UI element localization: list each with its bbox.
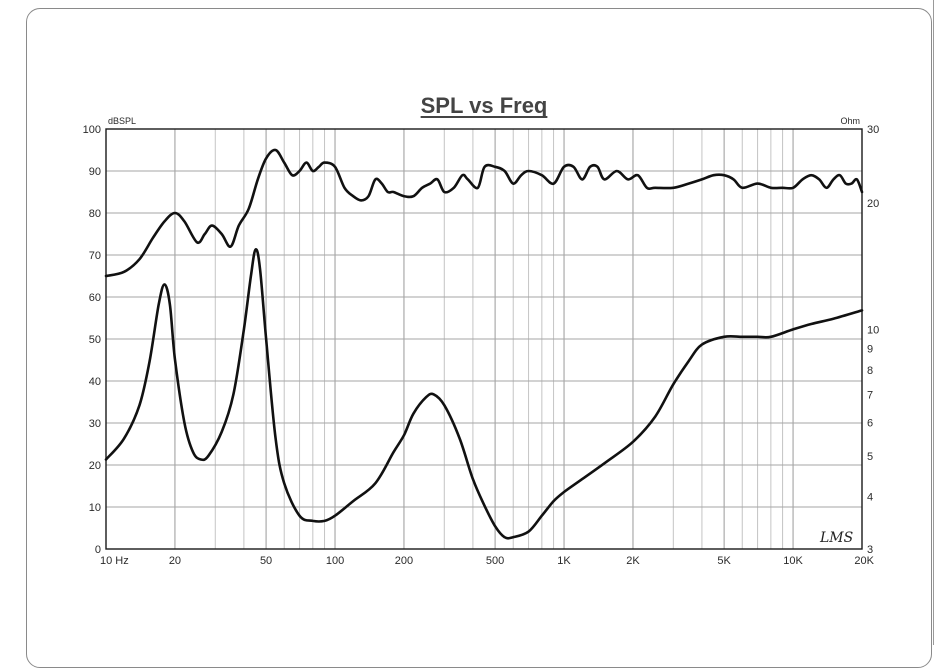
lms-signature: LMS — [819, 530, 853, 546]
x-tick-label: 1K — [557, 555, 571, 567]
x-tick-label: 10K — [783, 555, 803, 567]
chart-title: SPL vs Freq — [421, 93, 548, 118]
right-y-tick-label: 10 — [867, 324, 879, 336]
left-y-tick-label: 50 — [89, 334, 101, 346]
right-y-tick-label: 6 — [867, 418, 873, 430]
x-tick-label: 2K — [626, 555, 640, 567]
x-tick-label: 200 — [395, 555, 413, 567]
right-y-tick-label: 8 — [867, 365, 873, 377]
window-edge — [933, 0, 934, 645]
left-y-tick-label: 20 — [89, 460, 101, 472]
left-axis-unit: dBSPL — [108, 116, 136, 126]
left-y-tick-label: 10 — [89, 502, 101, 514]
x-tick-label: 10 Hz — [100, 555, 129, 567]
left-y-tick-label: 0 — [95, 544, 101, 556]
right-y-tick-label: 9 — [867, 344, 873, 356]
right-y-tick-label: 20 — [867, 198, 879, 210]
x-tick-label: 500 — [486, 555, 504, 567]
right-y-tick-label: 5 — [867, 451, 873, 463]
left-y-tick-label: 70 — [89, 250, 101, 262]
x-tick-label: 20K — [854, 555, 874, 567]
right-y-tick-label: 3 — [867, 544, 873, 556]
left-y-tick-label: 40 — [89, 376, 101, 388]
grid — [105, 128, 863, 550]
x-tick-label: 20 — [169, 555, 181, 567]
right-axis-unit: Ohm — [840, 116, 860, 126]
left-y-tick-label: 90 — [89, 166, 101, 178]
left-y-tick-label: 60 — [89, 292, 101, 304]
spl-curve — [104, 148, 864, 278]
tick-labels: 10 Hz 20 50 100 200 500 1K 2K 5K 10K 20K 0 10 20 30 40 5… — [83, 124, 880, 567]
x-tick-label: 50 — [260, 555, 272, 567]
right-y-tick-label: 4 — [867, 492, 873, 504]
series-layer — [104, 148, 864, 540]
left-y-tick-label: 30 — [89, 418, 101, 430]
right-y-tick-label: 7 — [867, 389, 873, 401]
spl-vs-freq-chart: 10 Hz 20 50 100 200 500 1K 2K 5K 10K 20K 0 10 20 30 40 5… — [83, 93, 880, 567]
left-y-tick-label: 80 — [89, 208, 101, 220]
right-y-tick-label: 30 — [867, 124, 879, 136]
left-y-tick-label: 100 — [83, 124, 101, 136]
x-tick-label: 5K — [717, 555, 731, 567]
plot-area-border — [105, 128, 863, 550]
x-tick-label: 100 — [326, 555, 344, 567]
impedance-curve — [104, 248, 864, 540]
